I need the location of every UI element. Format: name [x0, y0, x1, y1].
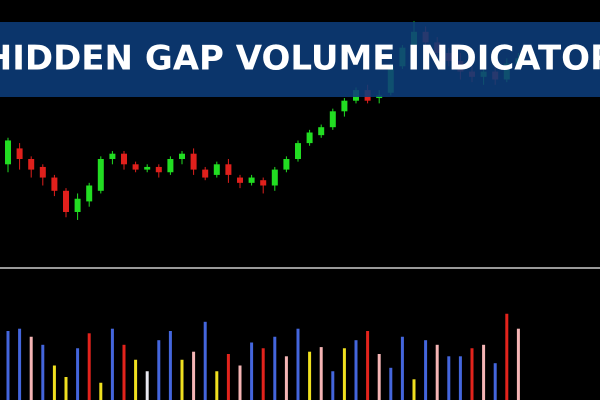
volume-bar [226, 354, 230, 400]
volume-bar [354, 340, 358, 400]
candle-body [295, 143, 301, 159]
volume-bar [134, 359, 138, 400]
volume-bar [516, 328, 520, 400]
candle-body [86, 185, 93, 202]
candle-body [306, 132, 313, 144]
volume-bar [203, 321, 207, 400]
candle-body [271, 169, 278, 186]
volume-bar [215, 371, 219, 400]
candle-body [16, 148, 23, 159]
title: HIDDEN GAP VOLUME INDICATOR [0, 39, 600, 79]
volume-bar [261, 348, 265, 400]
volume-bar [435, 344, 439, 400]
candle-body [213, 164, 220, 175]
candle-body [63, 190, 69, 212]
title-banner [0, 22, 600, 97]
candle-body [155, 166, 162, 173]
volume-bar [377, 354, 381, 400]
volume-bar [168, 331, 172, 400]
volume-bar [389, 367, 393, 400]
volume-bar [342, 348, 346, 400]
volume-bar [308, 351, 312, 400]
volume-bar [157, 340, 161, 400]
volume-bar [493, 363, 497, 400]
candle-body [283, 159, 290, 170]
volume-bar [424, 340, 428, 400]
volume-bar [366, 331, 370, 400]
volume-bar [482, 344, 486, 400]
volume-bar [470, 348, 474, 400]
candle-body [179, 153, 185, 159]
candle-body [167, 159, 174, 173]
candle-body [97, 159, 104, 191]
volume-bar [52, 365, 56, 400]
candle-body [237, 177, 243, 183]
candle-body [132, 164, 139, 170]
candle-body [190, 153, 197, 170]
volume-bar [238, 365, 242, 400]
volume-bar [64, 377, 68, 400]
volume-bar [250, 342, 254, 400]
volume-bar [400, 336, 404, 400]
volume-bar [29, 336, 33, 400]
volume-bar [145, 371, 149, 400]
volume-bar [41, 344, 45, 400]
volume-bar [122, 344, 126, 400]
candle-body [5, 140, 11, 165]
candle-body [144, 166, 151, 170]
candle-body [225, 164, 232, 175]
volume-bar [412, 379, 416, 400]
candle-body [51, 177, 58, 191]
volume-bar [76, 348, 80, 400]
volume-bar [284, 356, 288, 400]
volume-bar [447, 356, 451, 400]
volume-pane [6, 313, 520, 400]
candle-body [260, 180, 267, 186]
volume-bar [192, 351, 196, 400]
volume-bar [110, 328, 114, 400]
volume-bar [87, 333, 91, 400]
candle-body [28, 159, 35, 170]
candle-body [202, 169, 209, 178]
volume-bar [18, 328, 22, 400]
volume-bar [99, 382, 103, 400]
candle-body [74, 198, 81, 212]
candle-body [341, 100, 348, 112]
volume-bar [331, 371, 335, 400]
volume-bar [319, 347, 323, 400]
candle-body [121, 153, 127, 165]
candle-body [318, 127, 325, 136]
volume-bar [296, 328, 300, 400]
volume-bar [505, 313, 509, 400]
volume-bar [458, 356, 462, 400]
volume-bar [273, 336, 277, 400]
candle-body [109, 153, 116, 159]
candle-body [329, 111, 336, 128]
volume-bar [180, 359, 184, 400]
volume-bar [6, 331, 10, 400]
candle-body [248, 177, 255, 183]
candle-body [39, 166, 46, 178]
